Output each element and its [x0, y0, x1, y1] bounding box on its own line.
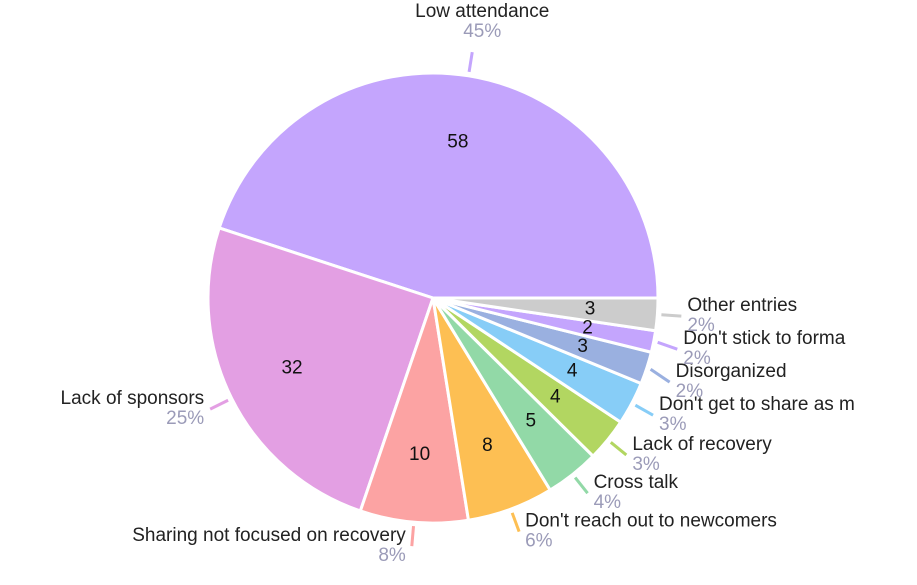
pie-slice	[217, 71, 660, 300]
leader-line	[410, 526, 415, 547]
slice-percent: 6%	[525, 531, 553, 552]
slice-value: 3	[577, 336, 588, 357]
pie-slice	[432, 296, 660, 333]
slice-percent: 3%	[632, 454, 660, 475]
slice-value: 5	[525, 410, 536, 431]
slice-percent: 2%	[683, 348, 711, 369]
slice-label: Don't get to share as m	[659, 394, 855, 415]
slice-label: Low attendance	[415, 1, 549, 22]
slice-value: 58	[447, 131, 468, 152]
slice-value: 32	[281, 357, 302, 378]
leader-line	[573, 476, 589, 495]
slice-percent: 4%	[594, 492, 622, 513]
slice-percent: 45%	[463, 21, 501, 42]
slice-label: Cross talk	[594, 472, 679, 493]
slice-label: Disorganized	[676, 361, 787, 382]
leader-line	[609, 441, 628, 457]
pie-slice	[206, 226, 435, 513]
slice-label: Don't reach out to newcomers	[525, 511, 777, 532]
slice-value: 4	[550, 386, 561, 407]
leader-line	[649, 368, 671, 384]
slice-percent: 25%	[166, 408, 204, 429]
slice-value: 10	[409, 444, 430, 465]
leader-line	[510, 512, 521, 533]
slice-percent: 3%	[659, 414, 687, 435]
slice-label: Don't stick to forma	[683, 328, 845, 349]
slice-value: 4	[567, 361, 578, 382]
slice-label: Sharing not focused on recovery	[132, 525, 406, 546]
slice-label: Lack of sponsors	[61, 388, 205, 409]
leader-line	[634, 403, 654, 417]
slice-percent: 2%	[676, 381, 704, 402]
leader-line	[467, 51, 474, 73]
leader-line	[657, 340, 678, 351]
slice-percent: 2%	[687, 315, 715, 336]
slice-label: Lack of recovery	[632, 434, 772, 455]
leader-line	[209, 398, 229, 411]
leader-line	[661, 313, 682, 318]
slice-value: 8	[482, 435, 493, 456]
slice-value: 2	[582, 318, 593, 339]
slice-value: 3	[585, 299, 596, 320]
slice-percent: 8%	[378, 545, 406, 566]
slice-label: Other entries	[687, 295, 797, 316]
